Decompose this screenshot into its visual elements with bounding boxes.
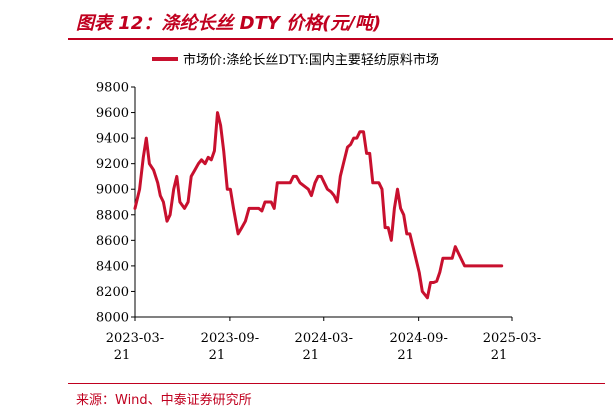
chart-legend: 市场价:涤纶长丝DTY:国内主要轻纺原料市场 — [152, 52, 439, 68]
y-tick-label: 8200 — [96, 285, 129, 300]
y-tick-label: 8800 — [96, 208, 129, 223]
y-tick-labels: 8000 8200 8400 8600 8800 9000 9200 9400 9600 9800 — [96, 81, 129, 326]
x-tick-labels: 2023-03- 21 2023-09- 21 2024-03- 21 2024-09- 21… — [106, 331, 541, 363]
source-note: 来源：Wind、中泰证券研究所 — [76, 393, 252, 408]
x-tick-label: 2024-03- — [295, 331, 353, 346]
x-tick-label-line2: 21 — [114, 348, 131, 363]
title-underline — [68, 38, 613, 40]
series-line-dty-price — [133, 111, 504, 300]
x-tick-label: 2023-03- — [106, 331, 164, 346]
y-tick-label: 8600 — [96, 234, 129, 249]
x-tick-label-line2: 21 — [397, 348, 414, 363]
x-tick-label: 2023-09- — [201, 331, 259, 346]
y-tick-label: 8400 — [96, 259, 129, 274]
plot-area — [133, 111, 504, 300]
footer-divider — [68, 383, 605, 384]
y-tick-label: 9600 — [96, 106, 129, 121]
y-tick-label: 9400 — [96, 132, 129, 147]
x-tick-label-line2: 21 — [491, 348, 508, 363]
chart-axes — [131, 86, 513, 321]
y-tick-label: 8000 — [96, 311, 129, 326]
y-tick-label: 9200 — [96, 157, 129, 172]
x-tick-label: 2024-09- — [389, 331, 447, 346]
y-tick-label: 9000 — [96, 183, 129, 198]
chart-title: 图表 12：涤纶长丝 DTY 价格(元/吨) — [76, 13, 382, 34]
y-tick-label: 9800 — [96, 81, 129, 96]
legend-label: 市场价:涤纶长丝DTY:国内主要轻纺原料市场 — [183, 52, 439, 68]
x-tick-label: 2025-03- — [483, 331, 541, 346]
x-tick-label-line2: 21 — [209, 348, 226, 363]
x-tick-label-line2: 21 — [302, 348, 319, 363]
